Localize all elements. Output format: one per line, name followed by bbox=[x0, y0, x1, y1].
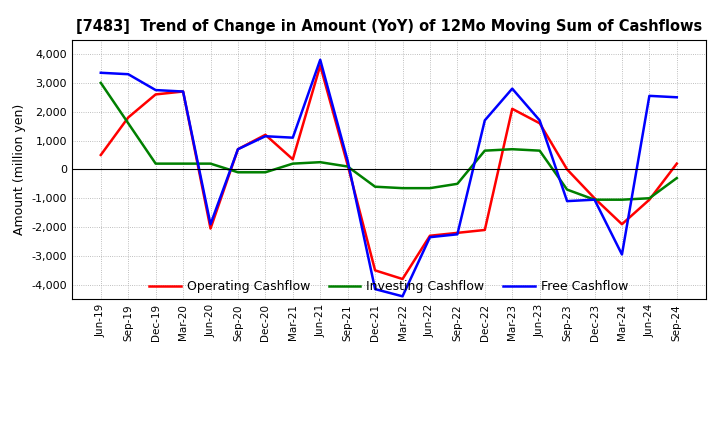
Free Cashflow bbox=[343, 158, 352, 163]
Free Cashflow bbox=[371, 286, 379, 292]
Operating Cashflow bbox=[426, 233, 434, 238]
Operating Cashflow bbox=[453, 230, 462, 235]
Operating Cashflow bbox=[480, 227, 489, 233]
Operating Cashflow bbox=[645, 197, 654, 202]
Investing Cashflow bbox=[371, 184, 379, 189]
Free Cashflow bbox=[508, 86, 516, 91]
Operating Cashflow bbox=[261, 132, 270, 137]
Investing Cashflow bbox=[316, 160, 325, 165]
Operating Cashflow bbox=[151, 92, 160, 97]
Free Cashflow bbox=[233, 147, 242, 152]
Legend: Operating Cashflow, Investing Cashflow, Free Cashflow: Operating Cashflow, Investing Cashflow, … bbox=[145, 275, 633, 298]
Free Cashflow bbox=[96, 70, 105, 75]
Operating Cashflow bbox=[289, 157, 297, 162]
Operating Cashflow bbox=[618, 222, 626, 227]
Operating Cashflow bbox=[233, 147, 242, 152]
Line: Free Cashflow: Free Cashflow bbox=[101, 60, 677, 296]
Free Cashflow bbox=[398, 293, 407, 299]
Free Cashflow bbox=[179, 89, 187, 94]
Investing Cashflow bbox=[289, 161, 297, 166]
Title: [7483]  Trend of Change in Amount (YoY) of 12Mo Moving Sum of Cashflows: [7483] Trend of Change in Amount (YoY) o… bbox=[76, 19, 702, 34]
Operating Cashflow bbox=[343, 162, 352, 168]
Investing Cashflow bbox=[233, 170, 242, 175]
Operating Cashflow bbox=[672, 161, 681, 166]
Free Cashflow bbox=[618, 252, 626, 257]
Free Cashflow bbox=[261, 134, 270, 139]
Operating Cashflow bbox=[124, 115, 132, 120]
Operating Cashflow bbox=[590, 196, 599, 201]
Line: Operating Cashflow: Operating Cashflow bbox=[101, 66, 677, 279]
Investing Cashflow bbox=[261, 170, 270, 175]
Investing Cashflow bbox=[398, 186, 407, 191]
Operating Cashflow bbox=[371, 268, 379, 273]
Free Cashflow bbox=[206, 222, 215, 227]
Investing Cashflow bbox=[206, 161, 215, 166]
Investing Cashflow bbox=[672, 176, 681, 181]
Free Cashflow bbox=[672, 95, 681, 100]
Free Cashflow bbox=[316, 57, 325, 62]
Operating Cashflow bbox=[206, 226, 215, 231]
Investing Cashflow bbox=[96, 80, 105, 85]
Free Cashflow bbox=[151, 88, 160, 93]
Investing Cashflow bbox=[179, 161, 187, 166]
Free Cashflow bbox=[536, 118, 544, 123]
Investing Cashflow bbox=[124, 121, 132, 126]
Operating Cashflow bbox=[179, 89, 187, 94]
Operating Cashflow bbox=[316, 63, 325, 68]
Y-axis label: Amount (million yen): Amount (million yen) bbox=[13, 104, 26, 235]
Free Cashflow bbox=[426, 235, 434, 240]
Free Cashflow bbox=[563, 198, 572, 204]
Free Cashflow bbox=[453, 231, 462, 237]
Free Cashflow bbox=[590, 197, 599, 202]
Investing Cashflow bbox=[508, 147, 516, 152]
Free Cashflow bbox=[124, 72, 132, 77]
Investing Cashflow bbox=[480, 148, 489, 153]
Operating Cashflow bbox=[398, 276, 407, 282]
Investing Cashflow bbox=[343, 164, 352, 169]
Investing Cashflow bbox=[151, 161, 160, 166]
Investing Cashflow bbox=[426, 186, 434, 191]
Free Cashflow bbox=[289, 135, 297, 140]
Operating Cashflow bbox=[536, 121, 544, 126]
Operating Cashflow bbox=[563, 167, 572, 172]
Investing Cashflow bbox=[453, 181, 462, 187]
Investing Cashflow bbox=[645, 196, 654, 201]
Investing Cashflow bbox=[536, 148, 544, 153]
Operating Cashflow bbox=[96, 152, 105, 158]
Free Cashflow bbox=[645, 93, 654, 99]
Investing Cashflow bbox=[618, 197, 626, 202]
Investing Cashflow bbox=[590, 197, 599, 202]
Free Cashflow bbox=[480, 118, 489, 123]
Investing Cashflow bbox=[563, 187, 572, 192]
Operating Cashflow bbox=[508, 106, 516, 111]
Line: Investing Cashflow: Investing Cashflow bbox=[101, 83, 677, 200]
